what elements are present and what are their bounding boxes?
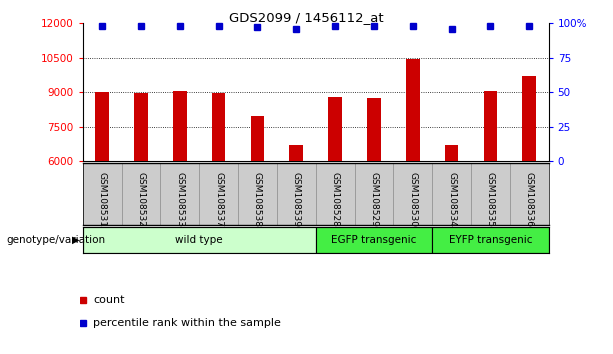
Text: GSM108529: GSM108529: [370, 172, 378, 227]
Text: GSM108528: GSM108528: [330, 172, 340, 227]
Text: GSM108534: GSM108534: [447, 172, 456, 227]
Bar: [83, 227, 316, 253]
Text: GSM108539: GSM108539: [292, 172, 301, 227]
Text: GDS2099 / 1456112_at: GDS2099 / 1456112_at: [229, 11, 384, 24]
Bar: [445, 145, 459, 161]
Text: count: count: [93, 295, 124, 305]
Text: wild type: wild type: [175, 235, 223, 245]
Text: GSM108533: GSM108533: [175, 172, 185, 227]
Bar: [96, 92, 109, 161]
Bar: [367, 98, 381, 161]
Bar: [316, 227, 432, 253]
Bar: [329, 97, 342, 161]
Bar: [251, 115, 264, 161]
Text: GSM108536: GSM108536: [525, 172, 534, 227]
Bar: [522, 76, 536, 161]
Text: ▶: ▶: [72, 235, 80, 245]
Text: GSM108530: GSM108530: [408, 172, 417, 227]
Text: GSM108535: GSM108535: [486, 172, 495, 227]
Text: percentile rank within the sample: percentile rank within the sample: [93, 318, 281, 329]
Bar: [134, 93, 148, 161]
Bar: [406, 59, 419, 161]
Text: GSM108538: GSM108538: [253, 172, 262, 227]
Text: EYFP transgenic: EYFP transgenic: [449, 235, 532, 245]
Text: GSM108537: GSM108537: [214, 172, 223, 227]
Bar: [212, 93, 226, 161]
Text: genotype/variation: genotype/variation: [6, 235, 105, 245]
Text: GSM108531: GSM108531: [97, 172, 107, 227]
Text: EGFP transgenic: EGFP transgenic: [331, 235, 417, 245]
Bar: [432, 227, 549, 253]
Bar: [484, 91, 497, 161]
Bar: [173, 91, 186, 161]
Text: GSM108532: GSM108532: [137, 172, 145, 227]
Bar: [289, 145, 303, 161]
